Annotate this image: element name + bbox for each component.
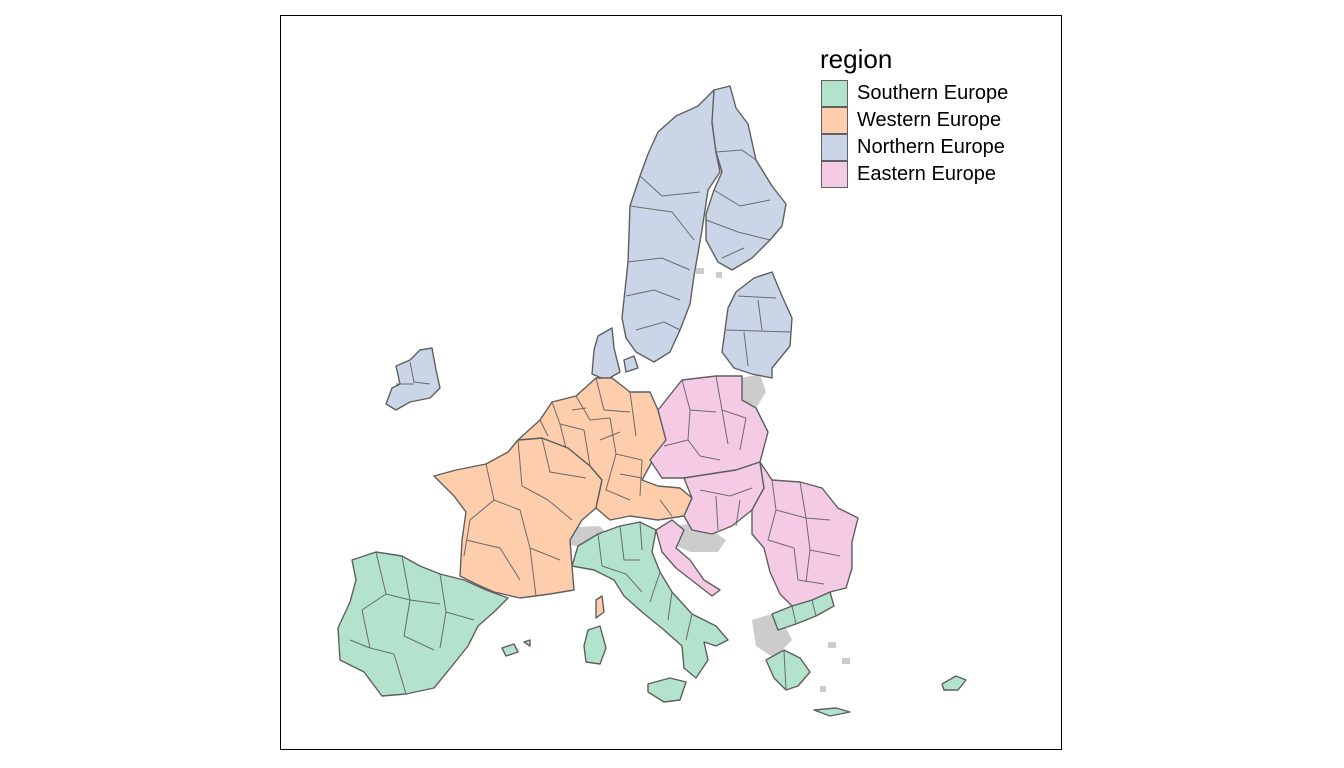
legend-label: Northern Europe <box>857 136 1005 158</box>
western-europe-regions <box>433 377 693 599</box>
romania-borders <box>767 479 841 585</box>
iberia-borders <box>349 551 475 695</box>
legend-swatch-northern-europe <box>821 134 848 161</box>
legend-label: Western Europe <box>857 109 1002 131</box>
legend-item-northern-europe[interactable]: Northern Europe <box>818 134 1008 161</box>
italy-borders <box>597 521 693 641</box>
hungary-slovakia-region <box>683 461 765 535</box>
france-region <box>433 437 603 599</box>
poland-borders <box>663 375 747 461</box>
romania-bulgaria-region <box>751 461 859 607</box>
croatia-slovenia-region <box>655 519 721 597</box>
finland-region <box>705 85 787 271</box>
northern-europe-regions <box>385 85 793 411</box>
kaliningrad-no-data <box>742 374 766 408</box>
sardinia-region <box>583 625 607 665</box>
corsica-region <box>595 595 605 619</box>
france-borders <box>463 437 587 597</box>
baltics-region <box>721 271 793 379</box>
balearics-region <box>501 639 531 657</box>
greece-borders <box>783 599 817 691</box>
legend-item-eastern-europe[interactable]: Eastern Europe <box>818 161 1008 188</box>
legend-title: region <box>820 44 893 74</box>
cyprus-region <box>941 675 967 691</box>
germany-borders <box>539 377 673 517</box>
sicily-region <box>647 677 687 703</box>
hungary-borders <box>699 487 753 531</box>
southern-europe-regions <box>337 521 967 717</box>
eastern-europe-regions <box>649 375 859 607</box>
italy-region <box>571 521 729 679</box>
denmark-region <box>591 327 639 381</box>
ireland-borders <box>396 361 431 385</box>
legend-swatch-eastern-europe <box>821 161 848 188</box>
legend-label: Southern Europe <box>857 82 1009 104</box>
sweden-borders <box>625 175 701 331</box>
baltics-borders <box>725 295 791 367</box>
legend-label: Eastern Europe <box>857 163 996 185</box>
iberia-region <box>337 551 509 697</box>
legend-swatch-western-europe <box>821 107 848 134</box>
legend-item-southern-europe[interactable]: Southern Europe <box>818 80 1008 107</box>
finland-borders <box>705 149 771 259</box>
crete-region <box>813 707 851 717</box>
legend-swatch-southern-europe <box>821 80 848 107</box>
legend-item-western-europe[interactable]: Western Europe <box>818 107 1008 134</box>
map-legend: region Southern Europe Western Europe No… <box>818 44 1008 188</box>
